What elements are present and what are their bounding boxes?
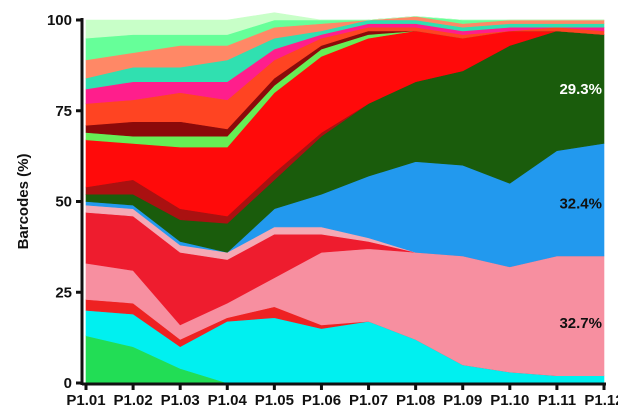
- x-tick-label: P1.01: [66, 392, 105, 408]
- percent-annotation: 29.3%: [559, 81, 602, 98]
- x-axis-ticks: P1.01 P1.02 P1.03 P1.04 P1.05 P1.06 P1.07 P1.08…: [66, 384, 618, 408]
- percent-annotation: 32.4%: [559, 195, 602, 212]
- x-tick-label: P1.04: [208, 392, 248, 408]
- x-tick-label: P1.08: [396, 392, 435, 408]
- y-tick-label: 50: [55, 194, 72, 211]
- annotation-group: 32.7% 32.4% 29.3%: [559, 81, 602, 332]
- y-axis-ticks: 0 25 50 75 100: [47, 12, 82, 392]
- x-tick-label: P1.03: [161, 392, 200, 408]
- y-tick-label: 0: [64, 375, 72, 392]
- x-tick-label: P1.05: [255, 392, 294, 408]
- x-tick-label: P1.02: [113, 392, 152, 408]
- x-tick-label: P1.11: [538, 392, 576, 408]
- x-tick-label: P1.09: [443, 392, 482, 408]
- area-series-18: [85, 12, 604, 39]
- y-tick-label: 25: [55, 284, 72, 301]
- x-tick-label: P1.07: [349, 392, 388, 408]
- x-tick-label: P1.06: [302, 392, 341, 408]
- percent-annotation: 32.7%: [559, 315, 602, 332]
- x-tick-label: P1.10: [490, 392, 529, 408]
- area-series-group: [85, 12, 605, 384]
- y-tick-label: 75: [55, 103, 72, 120]
- y-tick-label: 100: [47, 12, 72, 29]
- y-axis-label: Barcodes (%): [15, 154, 32, 250]
- x-tick-label: P1.12: [584, 392, 618, 408]
